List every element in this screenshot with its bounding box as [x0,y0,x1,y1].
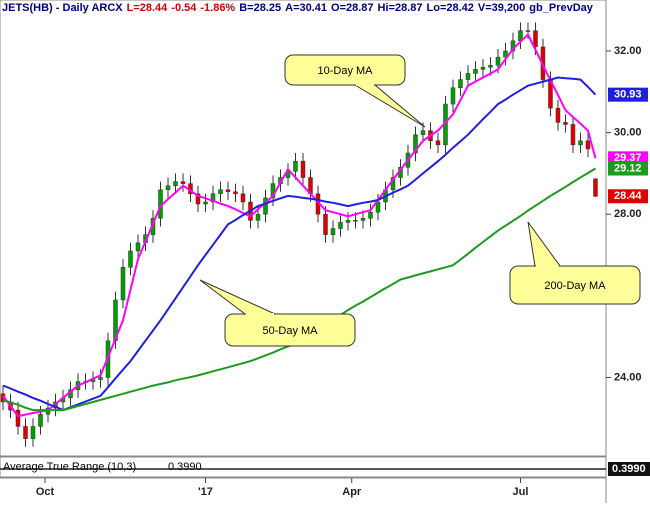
candle-body [495,56,501,66]
header-item: A=30.41 [285,2,328,14]
candle-body [563,122,568,125]
callout-box [509,265,641,305]
candle-body [15,409,21,427]
last-value-label: 28.44 [614,190,642,202]
candle-body [233,191,238,195]
candle-body [23,426,28,439]
candle-body [195,193,201,205]
last-value-box [608,87,648,102]
candle-body [578,140,583,146]
header-item: -1.86% [200,2,236,14]
candle-body [173,181,178,186]
header-item: L=28.44 [126,2,168,14]
candle-body [210,193,216,203]
callout-box [224,313,356,347]
atr-value-box [608,462,650,476]
candle-body [368,211,373,219]
candle-body [330,228,336,235]
candle-body [420,130,426,135]
callout-box [284,54,406,86]
candle-body [488,65,493,68]
quote-header: JETS(HB) - Daily ARCX L=28.44 -0.54 -1.86% B… [2,2,606,14]
last-value-label: 30.93 [614,89,642,101]
ma-line [2,33,597,418]
ma-line [2,76,597,412]
candle-body [473,69,478,74]
callout-text: 10-Day MA [317,65,373,77]
y-tick-label: 32.00 [614,45,642,57]
atr-value: 0.3990 [168,461,202,473]
last-value-box [608,189,648,204]
candle-body [458,79,463,88]
x-tick-label: Oct [36,486,55,498]
candle-body [345,220,351,223]
candle-body [323,213,328,235]
candle-body [135,242,141,252]
candle-body [98,377,103,380]
atr-label: Average True Range (10,3) [3,461,136,473]
candle-body [338,222,343,229]
candle-body [30,426,36,439]
candle-body [593,178,598,197]
candle-body [128,250,133,268]
header-item: Hi=28.87 [377,2,423,14]
candle-body [503,50,508,58]
callout-text: 50-Day MA [262,325,318,337]
header-item: -0.54 [171,2,197,14]
x-tick-label: Apr [342,486,362,498]
x-tick-label: '17 [198,486,213,498]
candle-body [570,124,576,146]
callout-text: 200-Day MA [544,280,606,292]
candle-body [293,160,298,172]
last-value-box [608,161,648,176]
candle-body [300,160,306,178]
candle-body [225,189,231,193]
candle-body [450,87,456,105]
candle-body [203,201,208,205]
candle-body [435,140,441,146]
candle-body [38,413,43,427]
header-item: B=28.25 [239,2,282,14]
candle-body [360,218,366,221]
last-value-label: 29.12 [614,162,642,174]
y-tick-label: 24.00 [614,371,642,383]
candle-body [165,185,171,191]
candle-body [585,140,591,150]
candle-body [120,267,126,301]
candle-body [533,30,538,48]
candle-body [375,201,381,213]
candle-body [240,193,246,203]
header-item: V=39,200 [477,2,526,14]
candle-body [413,134,418,154]
candle-body [480,67,486,70]
candle-body [555,107,561,123]
atr-axis-label: 0.3990 [612,463,646,475]
header-item: gb_PrevDay [529,2,593,14]
candle-body [263,197,268,215]
x-tick-label: Jul [513,486,529,498]
candle-body [465,73,471,80]
candle-body [180,181,186,184]
header-item: JETS(HB) - Daily ARCX [2,2,123,14]
candle-body [525,30,531,32]
y-tick-label: 28.00 [614,208,642,220]
candle-body [218,189,223,195]
y-tick-label: 30.00 [614,127,642,139]
header-item: O=28.87 [331,2,374,14]
last-value-label: 29.37 [614,152,642,164]
header-item: Lo=28.42 [426,2,474,14]
candle-body [255,213,261,221]
candle-body [353,220,358,222]
